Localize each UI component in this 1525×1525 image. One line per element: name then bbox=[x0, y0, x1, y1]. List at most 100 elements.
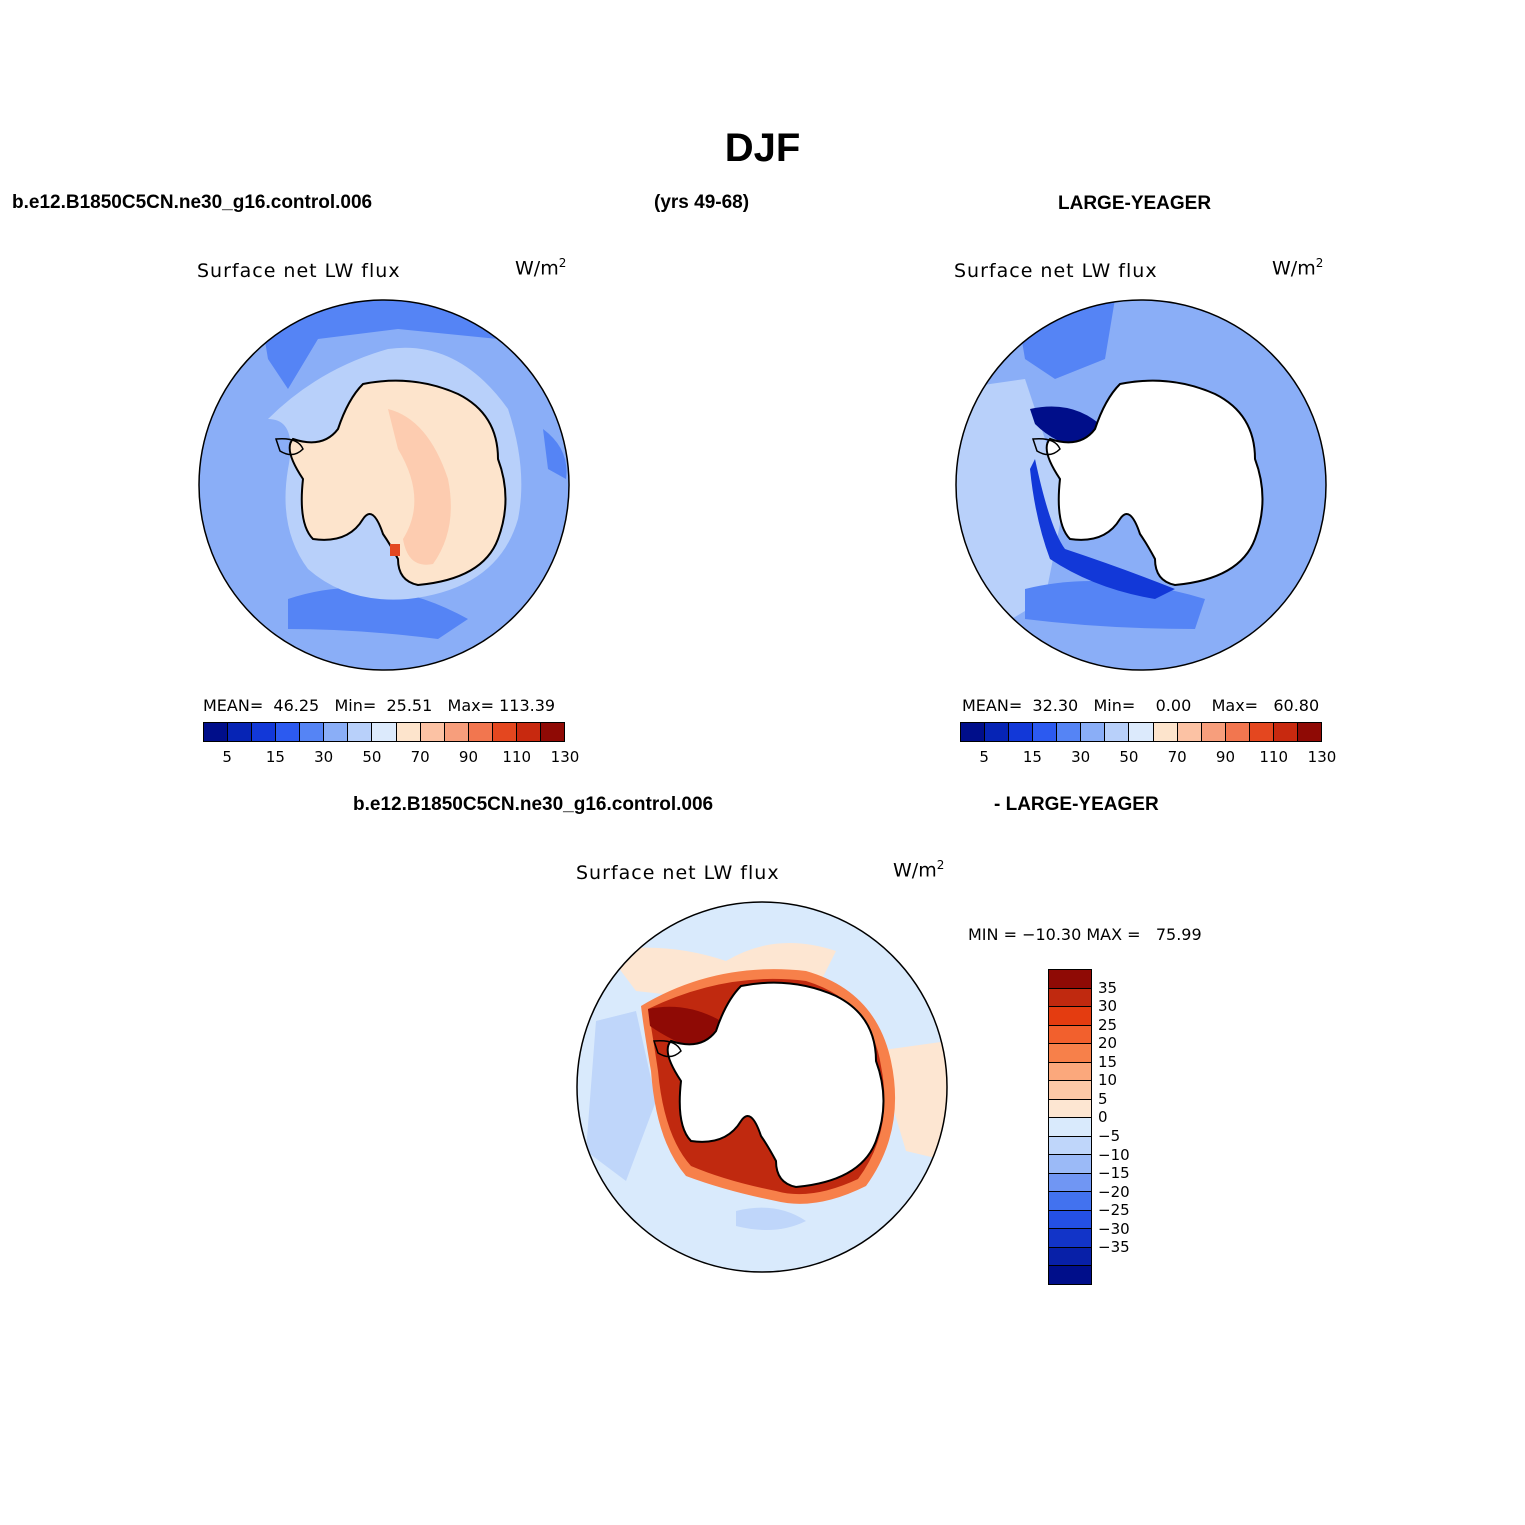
panel3-polar-map bbox=[576, 901, 948, 1273]
panel2-antarctica-masked bbox=[1045, 379, 1264, 587]
colorbar-swatch-7 bbox=[372, 723, 397, 741]
panel1-colorbar bbox=[203, 722, 565, 742]
panel2-map-border bbox=[955, 299, 1327, 671]
colorbar-tick-label: 130 bbox=[1307, 748, 1337, 766]
colorbar-swatch-9 bbox=[420, 723, 445, 741]
colorbar-tick-label: 50 bbox=[362, 748, 382, 766]
colorbar-tick-label: 25 bbox=[1098, 1015, 1118, 1034]
panel3-hot-anomaly bbox=[648, 1006, 721, 1051]
colorbar-swatch-9 bbox=[1177, 723, 1202, 741]
panel2-light-ocean-west bbox=[956, 379, 1065, 629]
panel2-stats: MEAN= 32.30 Min= 0.00 Max= 60.80 bbox=[962, 696, 1320, 715]
panel1-peninsula-outline bbox=[274, 437, 304, 456]
colorbar-tick-label: 110 bbox=[1259, 748, 1289, 766]
colorbar-swatch-6 bbox=[348, 723, 373, 741]
colorbar-tick-label: −35 bbox=[1098, 1238, 1130, 1257]
panel1-stats: MEAN= 46.25 Min= 25.51 Max= 113.39 bbox=[203, 696, 556, 715]
colorbar-tick-label: 5 bbox=[1098, 1089, 1108, 1108]
colorbar-swatch-4 bbox=[1049, 1044, 1091, 1063]
panel2-peninsula-outline bbox=[1031, 437, 1061, 456]
colorbar-swatch-13 bbox=[1273, 723, 1298, 741]
colorbar-tick-label: 15 bbox=[265, 748, 285, 766]
colorbar-tick-label: −5 bbox=[1098, 1127, 1121, 1146]
colorbar-tick-label: 5 bbox=[222, 748, 232, 766]
colorbar-tick-label: −25 bbox=[1098, 1201, 1130, 1220]
colorbar-swatch-10 bbox=[1201, 723, 1226, 741]
colorbar-swatch-0 bbox=[204, 723, 229, 741]
colorbar-swatch-6 bbox=[1105, 723, 1130, 741]
colorbar-swatch-10 bbox=[1049, 1155, 1091, 1174]
colorbar-swatch-3 bbox=[1033, 723, 1058, 741]
colorbar-swatch-4 bbox=[1057, 723, 1082, 741]
diff-obs-name-header: - LARGE-YEAGER bbox=[994, 794, 1159, 815]
colorbar-swatch-15 bbox=[1049, 1247, 1091, 1266]
colorbar-swatch-1 bbox=[985, 723, 1010, 741]
panel1-ocean-patch-east bbox=[543, 429, 567, 479]
colorbar-swatch-4 bbox=[300, 723, 325, 741]
colorbar-tick-label: 70 bbox=[410, 748, 430, 766]
panel1-units: W/m2 bbox=[515, 256, 567, 280]
panel1-warm-interior bbox=[388, 409, 451, 565]
panel1-hotspot bbox=[390, 544, 400, 556]
colorbar-swatch-10 bbox=[444, 723, 469, 741]
panel2-variable-title: Surface net LW flux bbox=[954, 260, 1158, 282]
panel3-warm-east bbox=[876, 1041, 947, 1161]
colorbar-swatch-12 bbox=[1249, 723, 1274, 741]
colorbar-tick-label: 20 bbox=[1098, 1034, 1118, 1053]
colorbar-swatch-11 bbox=[1049, 1173, 1091, 1192]
colorbar-swatch-11 bbox=[1225, 723, 1250, 741]
panel2-colorbar-ticks: 5 15 30 50 70 90 110 130 bbox=[960, 748, 1336, 768]
diff-case-name-header: b.e12.B1850C5CN.ne30_g16.control.006 bbox=[353, 794, 714, 815]
colorbar-tick-label: −20 bbox=[1098, 1182, 1130, 1201]
colorbar-swatch-2 bbox=[1049, 1007, 1091, 1026]
colorbar-swatch-12 bbox=[492, 723, 517, 741]
panel3-cool-west bbox=[586, 1011, 656, 1181]
colorbar-swatch-2 bbox=[1009, 723, 1034, 741]
colorbar-tick-label: 110 bbox=[502, 748, 532, 766]
colorbar-swatch-5 bbox=[1049, 1062, 1091, 1081]
panel1-colorbar-ticks: 5 15 30 50 70 90 110 130 bbox=[203, 748, 579, 768]
panel2-polar-map bbox=[955, 299, 1327, 671]
panel1-polar-map bbox=[198, 299, 570, 671]
colorbar-swatch-13 bbox=[516, 723, 541, 741]
panel3-units: W/m2 bbox=[893, 858, 945, 882]
panel3-variable-title: Surface net LW flux bbox=[576, 862, 780, 884]
case-name-header: b.e12.B1850C5CN.ne30_g16.control.006 bbox=[12, 192, 373, 213]
colorbar-swatch-8 bbox=[1153, 723, 1178, 741]
panel3-colorbar bbox=[1048, 969, 1092, 1285]
colorbar-swatch-13 bbox=[1049, 1210, 1091, 1229]
panel2-ice-edge-band bbox=[1030, 459, 1175, 599]
colorbar-tick-label: 5 bbox=[979, 748, 989, 766]
colorbar-tick-label: 35 bbox=[1098, 978, 1118, 997]
obs-name-header: LARGE-YEAGER bbox=[1058, 193, 1212, 214]
colorbar-tick-label: −30 bbox=[1098, 1219, 1130, 1238]
colorbar-swatch-8 bbox=[1049, 1118, 1091, 1137]
colorbar-swatch-14 bbox=[1049, 1229, 1091, 1248]
colorbar-tick-label: 90 bbox=[1215, 748, 1235, 766]
colorbar-tick-label: 130 bbox=[550, 748, 580, 766]
panel3-map-border bbox=[576, 901, 948, 1273]
figure-title: DJF bbox=[724, 126, 801, 170]
colorbar-swatch-5 bbox=[1081, 723, 1106, 741]
panel1-antarctica-land bbox=[288, 379, 507, 587]
colorbar-tick-label: 70 bbox=[1167, 748, 1187, 766]
colorbar-swatch-5 bbox=[324, 723, 349, 741]
panel2-colorbar bbox=[960, 722, 1322, 742]
colorbar-swatch-12 bbox=[1049, 1192, 1091, 1211]
colorbar-tick-label: −15 bbox=[1098, 1164, 1130, 1183]
colorbar-tick-label: 30 bbox=[1098, 997, 1118, 1016]
years-header: (yrs 49-68) bbox=[654, 192, 750, 213]
colorbar-swatch-1 bbox=[1049, 988, 1091, 1007]
colorbar-tick-label: −10 bbox=[1098, 1145, 1130, 1164]
colorbar-tick-label: 30 bbox=[1071, 748, 1091, 766]
colorbar-tick-label: 50 bbox=[1119, 748, 1139, 766]
panel1-variable-title: Surface net LW flux bbox=[197, 260, 401, 282]
colorbar-swatch-11 bbox=[468, 723, 493, 741]
colorbar-swatch-0 bbox=[1049, 970, 1091, 989]
panel3-colorbar-ticks: 35 30 25 20 15 10 5 0 −5 −10 −15 −20 −25 −30 −35 bbox=[1098, 969, 1158, 1269]
colorbar-swatch-3 bbox=[276, 723, 301, 741]
colorbar-tick-label: 30 bbox=[314, 748, 334, 766]
colorbar-swatch-8 bbox=[396, 723, 421, 741]
panel3-cool-south bbox=[736, 1207, 806, 1230]
colorbar-tick-label: 0 bbox=[1098, 1108, 1108, 1127]
